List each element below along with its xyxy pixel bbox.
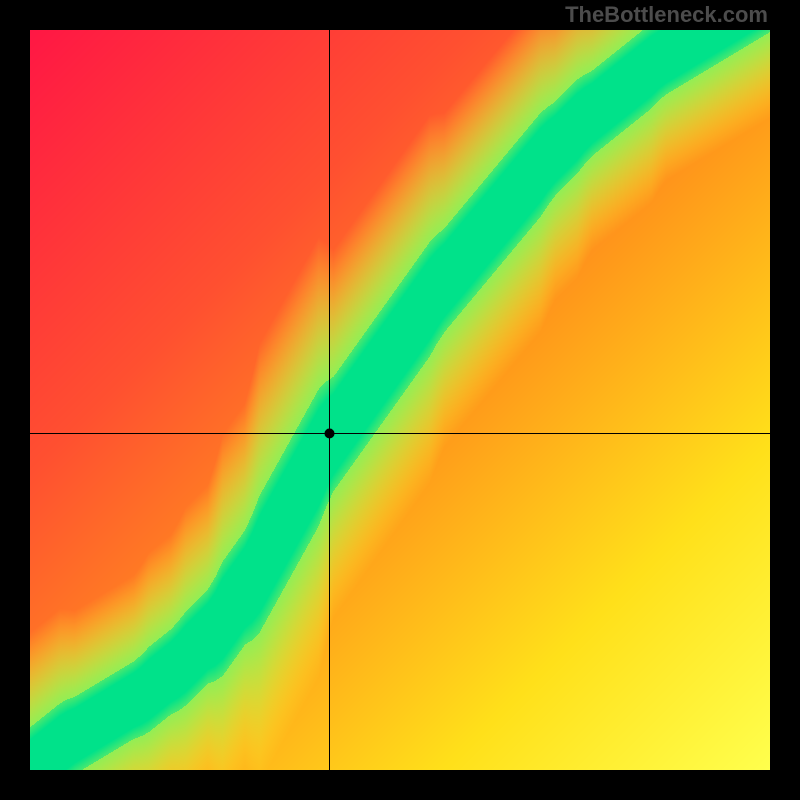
chart-frame: TheBottleneck.com bbox=[0, 0, 800, 800]
heatmap-plot bbox=[30, 30, 770, 770]
heatmap-canvas bbox=[30, 30, 770, 770]
watermark-text: TheBottleneck.com bbox=[565, 2, 768, 28]
